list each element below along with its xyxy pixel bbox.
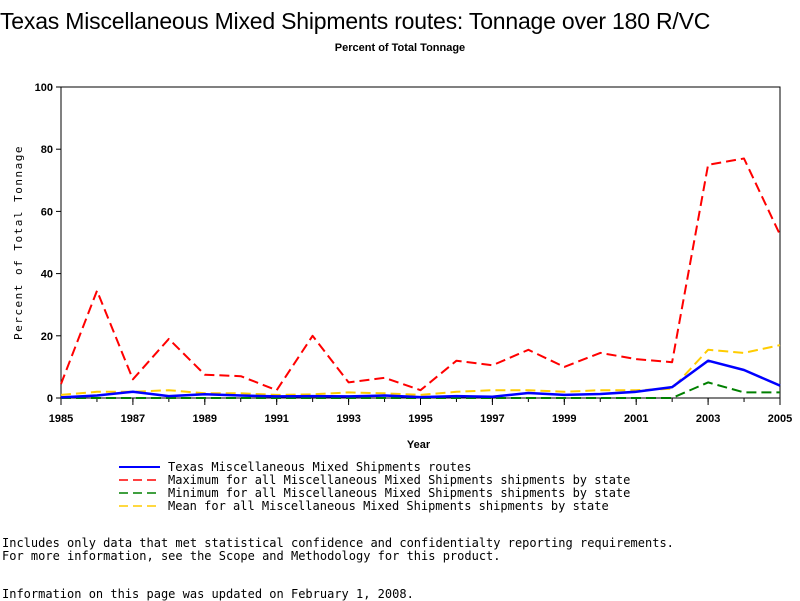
legend: Texas Miscellaneous Mixed Shipments rout… [119,460,630,513]
x-tick-label: 1995 [408,413,432,425]
legend-label: Minimum for all Miscellaneous Mixed Ship… [168,486,630,500]
y-axis: 0 20 40 60 80 100 [35,82,61,405]
y-axis-title: Percent of Total Tonnage [12,145,25,340]
x-tick-label: 1999 [552,413,576,425]
series-line-2 [61,159,780,391]
y-tick-label: 80 [41,144,53,156]
y-tick-label: 20 [41,331,53,343]
plot-frame [61,87,780,398]
footnote-confidence: Includes only data that met statistical … [2,536,674,550]
y-tick-label: 40 [41,269,53,281]
x-tick-label: 1993 [336,413,360,425]
legend-label: Maximum for all Miscellaneous Mixed Ship… [168,473,630,487]
x-tick-label: 1991 [264,413,288,425]
footnote-methodology: For more information, see the Scope and … [2,549,501,563]
y-tick-label: 60 [41,206,53,218]
legend-label: Texas Miscellaneous Mixed Shipments rout… [168,460,471,474]
footnote-updated: Information on this page was updated on … [2,587,414,601]
x-tick-label: 2001 [624,413,648,425]
x-tick-label: 1985 [49,413,73,425]
x-tick-label: 1997 [480,413,504,425]
x-tick-label: 1987 [121,413,145,425]
x-tick-label: 1989 [193,413,217,425]
y-tick-label: 100 [35,82,53,94]
series-lines [61,159,780,399]
legend-label: Mean for all Miscellaneous Mixed Shipmen… [168,499,609,513]
x-axis: 1985 1987 1989 1991 1993 1995 1997 1999 2001 2003… [49,398,792,425]
x-axis-title: Year [407,439,431,451]
y-tick-label: 0 [47,393,53,405]
x-tick-label: 2005 [768,413,792,425]
series-line-1 [61,361,780,398]
plot-area [61,87,780,398]
x-tick-label: 2003 [696,413,720,425]
